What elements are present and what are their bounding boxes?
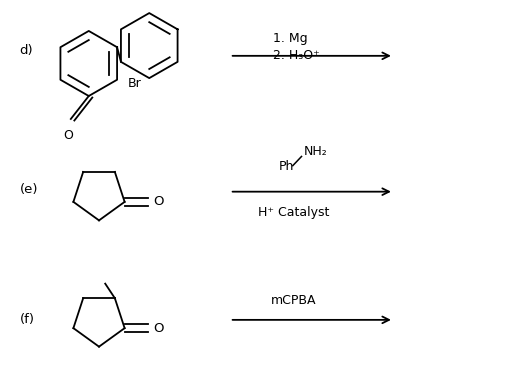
Text: NH₂: NH₂ [304, 145, 328, 158]
Text: mCPBA: mCPBA [271, 294, 317, 307]
Text: O: O [153, 322, 163, 335]
Text: (e): (e) [20, 183, 38, 196]
Text: Br: Br [127, 77, 141, 90]
Text: (f): (f) [20, 313, 34, 326]
Text: H⁺ Catalyst: H⁺ Catalyst [258, 206, 329, 219]
Text: 1. Mg: 1. Mg [274, 32, 308, 45]
Text: Ph: Ph [278, 160, 294, 173]
Text: O: O [64, 129, 73, 142]
Text: 2. H₃O⁺: 2. H₃O⁺ [274, 49, 320, 62]
Text: d): d) [20, 43, 33, 57]
Text: O: O [153, 196, 163, 208]
